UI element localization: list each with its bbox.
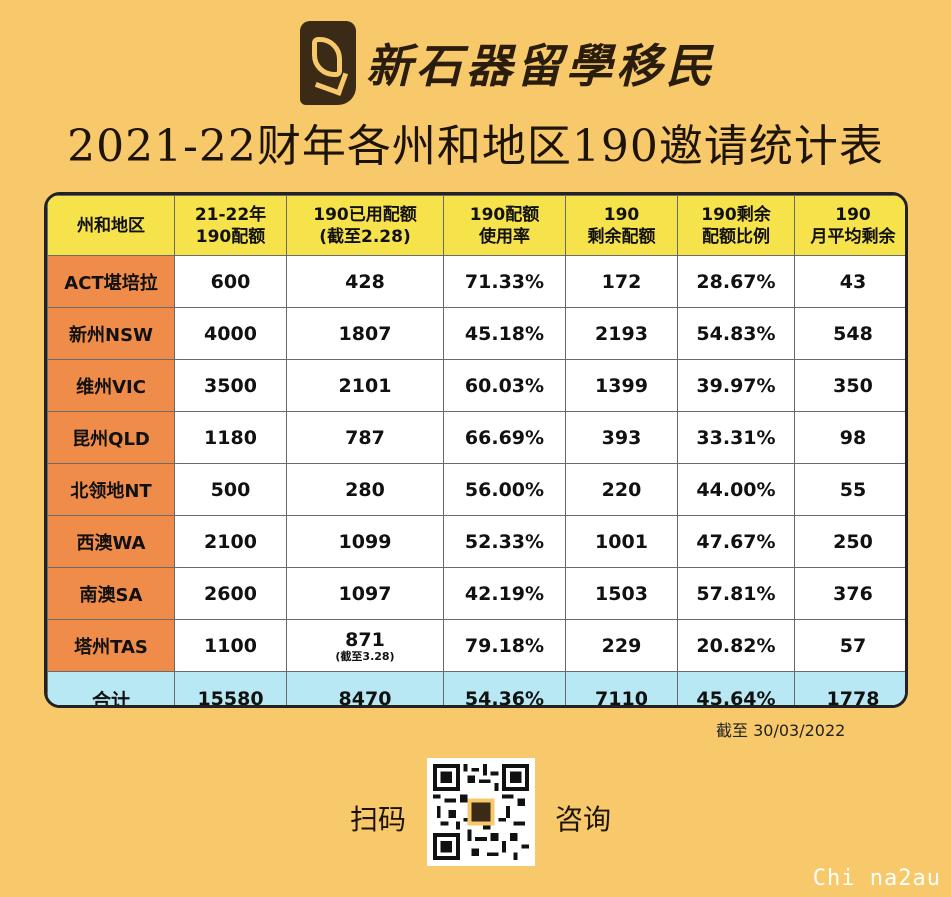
consult-label: 咨询 (555, 803, 612, 836)
remaining-cell: 393 (565, 411, 678, 464)
brand-logo: 新石器留學移民 (300, 18, 716, 108)
quota-cell: 3500 (174, 359, 287, 412)
region-cell: 南澳SA (47, 567, 175, 620)
table-total-row: 合计 15580 8470 54.36% 7110 45.64% 1778 (47, 671, 905, 705)
total-quota: 15580 (174, 671, 287, 705)
table-row: 维州VIC 3500 2101 60.03% 1399 39.97% 350 (47, 359, 905, 412)
quota-cell: 500 (174, 463, 287, 516)
quota-cell: 2600 (174, 567, 287, 620)
page-title: 2021-22财年各州和地区190邀请统计表 (67, 121, 884, 172)
monthly-cell: 250 (794, 515, 905, 568)
quota-cell: 1100 (174, 619, 287, 672)
header-cell: 21-22年 190配额 (174, 195, 287, 256)
total-remaining: 7110 (565, 671, 678, 705)
scan-label: 扫码 (350, 803, 407, 836)
rate-cell: 52.33% (443, 515, 566, 568)
quota-cell: 4000 (174, 307, 287, 360)
remaining-cell: 229 (565, 619, 678, 672)
remaining-cell: 172 (565, 255, 678, 308)
watermark: Chi na2au (812, 866, 941, 891)
used-note: (截至3.28) (335, 649, 395, 663)
brand-name: 新石器留學移民 (366, 39, 716, 93)
monthly-cell: 350 (794, 359, 905, 412)
table-row: 北领地NT 500 280 56.00% 220 44.00% 55 (47, 463, 905, 516)
remaining-cell: 1399 (565, 359, 678, 412)
table-row: ACT堪培拉 600 428 71.33% 172 28.67% 43 (47, 255, 905, 308)
rate-cell: 79.18% (443, 619, 566, 672)
rate-cell: 56.00% (443, 463, 566, 516)
table-row: 西澳WA 2100 1099 52.33% 1001 47.67% 250 (47, 515, 905, 568)
header-cell: 190配额 使用率 (443, 195, 566, 256)
quota-cell: 1180 (174, 411, 287, 464)
rate-cell: 42.19% (443, 567, 566, 620)
remaining-cell: 220 (565, 463, 678, 516)
header-cell: 州和地区 (47, 195, 175, 256)
used-cell: 1099 (286, 515, 444, 568)
table-row: 昆州QLD 1180 787 66.69% 393 33.31% 98 (47, 411, 905, 464)
region-cell: 昆州QLD (47, 411, 175, 464)
quota-cell: 600 (174, 255, 287, 308)
ratio-cell: 54.83% (677, 307, 795, 360)
rate-cell: 60.03% (443, 359, 566, 412)
rate-cell: 66.69% (443, 411, 566, 464)
region-cell: 塔州TAS (47, 619, 175, 672)
total-label: 合计 (47, 671, 175, 705)
ratio-cell: 39.97% (677, 359, 795, 412)
used-cell: 1097 (286, 567, 444, 620)
used-cell: 2101 (286, 359, 444, 412)
ratio-cell: 28.67% (677, 255, 795, 308)
ratio-cell: 47.67% (677, 515, 795, 568)
ratio-cell: 57.81% (677, 567, 795, 620)
brand-mark-icon (300, 21, 356, 105)
remaining-cell: 1001 (565, 515, 678, 568)
monthly-cell: 548 (794, 307, 905, 360)
ratio-cell: 44.00% (677, 463, 795, 516)
region-cell: 新州NSW (47, 307, 175, 360)
total-monthly: 1778 (794, 671, 905, 705)
region-cell: 维州VIC (47, 359, 175, 412)
region-cell: 西澳WA (47, 515, 175, 568)
table-row: 南澳SA 2600 1097 42.19% 1503 57.81% 376 (47, 567, 905, 620)
used-cell: 1807 (286, 307, 444, 360)
monthly-cell: 98 (794, 411, 905, 464)
total-ratio: 45.64% (677, 671, 795, 705)
used-cell: 428 (286, 255, 444, 308)
header-cell: 190 月平均剩余 (794, 195, 905, 256)
quota-cell: 2100 (174, 515, 287, 568)
remaining-cell: 2193 (565, 307, 678, 360)
ratio-cell: 33.31% (677, 411, 795, 464)
monthly-cell: 376 (794, 567, 905, 620)
table-header-row: 州和地区 21-22年 190配额 190已用配额 (截至2.28) 190配额 使用… (47, 195, 905, 256)
as-of-date: 截至 30/03/2022 (716, 721, 846, 740)
used-cell: 871 (截至3.28) (286, 619, 444, 672)
monthly-cell: 43 (794, 255, 905, 308)
monthly-cell: 55 (794, 463, 905, 516)
stats-table: 州和地区 21-22年 190配额 190已用配额 (截至2.28) 190配额 使用… (44, 192, 908, 708)
header-cell: 190已用配额 (截至2.28) (286, 195, 444, 256)
header-cell: 190剩余 配额比例 (677, 195, 795, 256)
region-cell: ACT堪培拉 (47, 255, 175, 308)
total-used: 8470 (286, 671, 444, 705)
ratio-cell: 20.82% (677, 619, 795, 672)
monthly-cell: 57 (794, 619, 905, 672)
rate-cell: 71.33% (443, 255, 566, 308)
total-rate: 54.36% (443, 671, 566, 705)
used-cell: 280 (286, 463, 444, 516)
table-row: 新州NSW 4000 1807 45.18% 2193 54.83% 548 (47, 307, 905, 360)
rate-cell: 45.18% (443, 307, 566, 360)
qr-code-icon[interactable] (427, 758, 535, 866)
header-cell: 190 剩余配额 (565, 195, 678, 256)
table-row: 塔州TAS 1100 871 (截至3.28) 79.18% 229 20.82%… (47, 619, 905, 672)
remaining-cell: 1503 (565, 567, 678, 620)
used-cell: 787 (286, 411, 444, 464)
region-cell: 北领地NT (47, 463, 175, 516)
